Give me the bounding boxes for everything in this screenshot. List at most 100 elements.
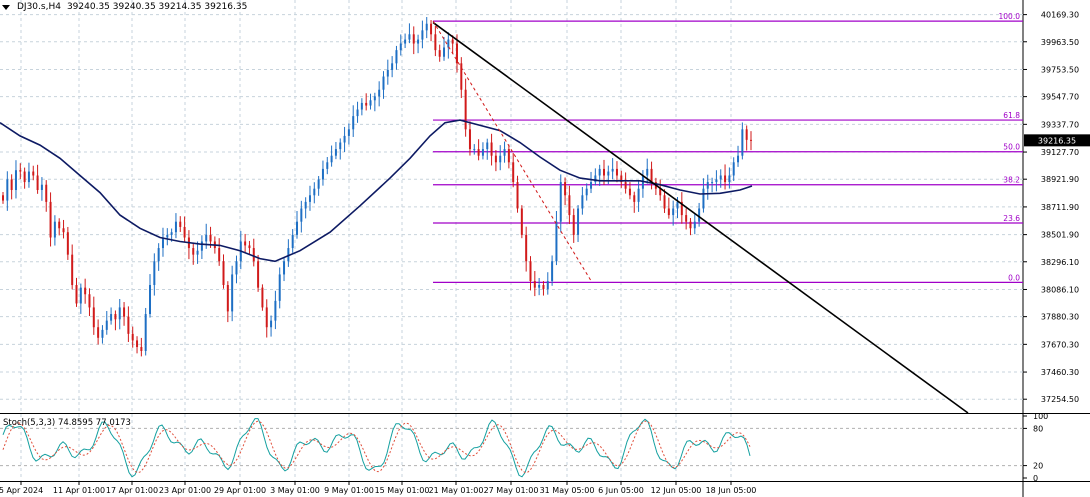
candle-body: [391, 63, 394, 70]
candle-body: [620, 175, 623, 183]
candle-body: [114, 314, 117, 320]
price-tick-label: 37880.30: [1041, 313, 1079, 322]
time-tick-label: 31 May 05:00: [540, 486, 595, 495]
candle-body: [525, 234, 528, 262]
candle-body: [451, 39, 454, 44]
candle-body: [196, 250, 199, 255]
candle-body: [551, 261, 554, 282]
candle-body: [473, 149, 476, 151]
candle-body: [161, 237, 164, 249]
candle-body: [209, 234, 212, 242]
candle-body: [157, 248, 160, 262]
candle-body: [347, 129, 350, 136]
candle-body: [633, 195, 636, 202]
stoch-tick-label: 0: [1033, 474, 1038, 483]
stoch-label: Stoch(5,3,3) 74.8595 77.0173: [3, 418, 131, 428]
candle-body: [685, 215, 688, 222]
candle-body: [434, 34, 437, 51]
candle-body: [421, 30, 424, 40]
candle-body: [615, 168, 618, 176]
chevron-down-icon[interactable]: [2, 4, 10, 10]
price-tick-label: 37254.50: [1041, 395, 1079, 404]
time-tick-label: 9 May 01:00: [324, 486, 374, 495]
candle-body: [174, 221, 177, 233]
candle-body: [572, 215, 575, 235]
stoch-name: Stoch(5,3,3): [3, 418, 56, 428]
candle-body: [624, 182, 627, 189]
candlesticks: [2, 17, 752, 357]
price-tick-label: 37670.30: [1041, 340, 1079, 349]
candle-body: [706, 182, 709, 189]
candle-body: [520, 208, 523, 235]
candle-body: [611, 168, 614, 172]
fib-level-label: 0.0: [1008, 273, 1020, 282]
candle-body: [304, 201, 307, 209]
candle-body: [244, 241, 247, 246]
candle-body: [10, 179, 13, 191]
candle-body: [278, 274, 281, 301]
price-tick-label: 38296.10: [1041, 258, 1079, 267]
candle-body: [745, 129, 748, 140]
candle-body: [750, 139, 752, 141]
candle-body: [680, 201, 683, 216]
candle-body: [503, 149, 506, 156]
candle-body: [412, 34, 415, 44]
candle-body: [79, 287, 82, 304]
time-tick-label: 15 May 01:00: [375, 486, 430, 495]
candle-body: [334, 149, 337, 156]
candle-body: [399, 43, 402, 51]
candle-body: [19, 170, 22, 172]
time-tick-label: 18 Jun 05:00: [706, 486, 757, 495]
time-tick-label: 11 Apr 01:00: [53, 486, 105, 495]
price-tick-label: 39753.50: [1041, 65, 1079, 74]
candle-body: [356, 109, 359, 117]
candle-body: [75, 285, 78, 304]
price-tick-label: 38501.90: [1041, 231, 1079, 240]
candle-body: [144, 314, 147, 351]
candle-body: [676, 201, 679, 209]
candle-body: [702, 188, 705, 209]
candle-body: [291, 234, 294, 249]
candle-body: [711, 182, 714, 184]
candle-body: [14, 170, 17, 191]
fib-level-label: 23.6: [1003, 214, 1020, 223]
candle-body: [490, 142, 493, 156]
price-tick-label: 38711.90: [1041, 203, 1079, 212]
candle-body: [486, 142, 489, 150]
candle-body: [131, 333, 134, 341]
candle-body: [352, 116, 355, 130]
candle-body: [594, 175, 597, 183]
candle-body: [365, 102, 368, 106]
symbol-bar: DJ30.s,H4 39240.35 39240.35 39214.35 392…: [2, 2, 247, 12]
candle-body: [659, 188, 662, 196]
candle-body: [36, 175, 39, 191]
time-tick-label: 12 Jun 05:00: [651, 486, 702, 495]
candle-body: [40, 184, 43, 191]
candle-body: [447, 39, 450, 48]
candle-body: [568, 195, 571, 216]
candle-body: [386, 69, 389, 77]
candle-body: [737, 155, 740, 163]
candle-body: [443, 47, 446, 57]
candle-body: [58, 221, 61, 229]
candle-body: [296, 221, 299, 235]
candle-body: [715, 179, 718, 183]
candle-body: [404, 39, 407, 44]
time-tick-label: 21 May 01:00: [429, 486, 484, 495]
candle-body: [637, 188, 640, 202]
candle-body: [585, 188, 588, 196]
fib-level-label: 50.0: [1003, 143, 1020, 152]
candle-body: [598, 168, 601, 176]
price-tick-label: 39127.70: [1041, 148, 1079, 157]
ohlc-values: 39240.35 39240.35 39214.35 39216.35: [66, 2, 248, 12]
candle-body: [84, 287, 87, 295]
time-axis: 5 Apr 2024 11 Apr 01:00 17 Apr 01:00 23 Apr…: [0, 481, 756, 495]
candle-body: [628, 188, 631, 196]
candle-body: [343, 135, 346, 143]
candle-body: [564, 182, 567, 196]
moving-average: [0, 119, 753, 263]
candle-body: [477, 149, 480, 156]
candle-body: [373, 96, 376, 101]
candle-body: [222, 261, 225, 286]
